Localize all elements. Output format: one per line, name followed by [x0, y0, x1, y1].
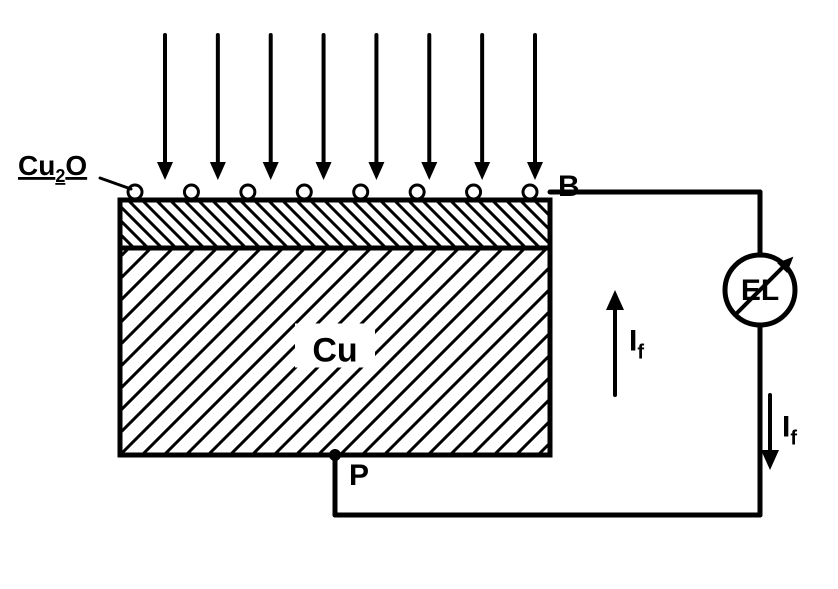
current-arrow-down: [761, 395, 779, 470]
light-arrow: [316, 35, 332, 180]
light-arrow: [474, 35, 490, 180]
top-contact: [184, 185, 198, 199]
photocell-diagram: Cu Cu2O EL B P If If: [0, 0, 838, 589]
device-block: [0, 200, 789, 455]
top-contact: [297, 185, 311, 199]
light-arrow: [263, 35, 279, 180]
label-el: EL: [741, 274, 779, 307]
current-arrow-up: [606, 290, 624, 395]
top-contact: [354, 185, 368, 199]
top-contact: [523, 185, 537, 199]
label-if-up: If: [629, 325, 644, 364]
label-cu2o: Cu2O: [18, 150, 87, 186]
light-arrow: [527, 35, 543, 180]
label-if-down: If: [782, 411, 797, 450]
node-p: [329, 449, 341, 461]
label-cu: Cu: [312, 332, 357, 370]
top-contact: [467, 185, 481, 199]
cu2o-hatch: [72, 200, 638, 248]
light-arrow: [157, 35, 173, 180]
top-contact: [241, 185, 255, 199]
top-contact: [410, 185, 424, 199]
label-b: B: [558, 170, 580, 203]
label-p: P: [349, 459, 369, 492]
light-arrow: [421, 35, 437, 180]
light-arrow: [210, 35, 226, 180]
light-arrow: [368, 35, 384, 180]
